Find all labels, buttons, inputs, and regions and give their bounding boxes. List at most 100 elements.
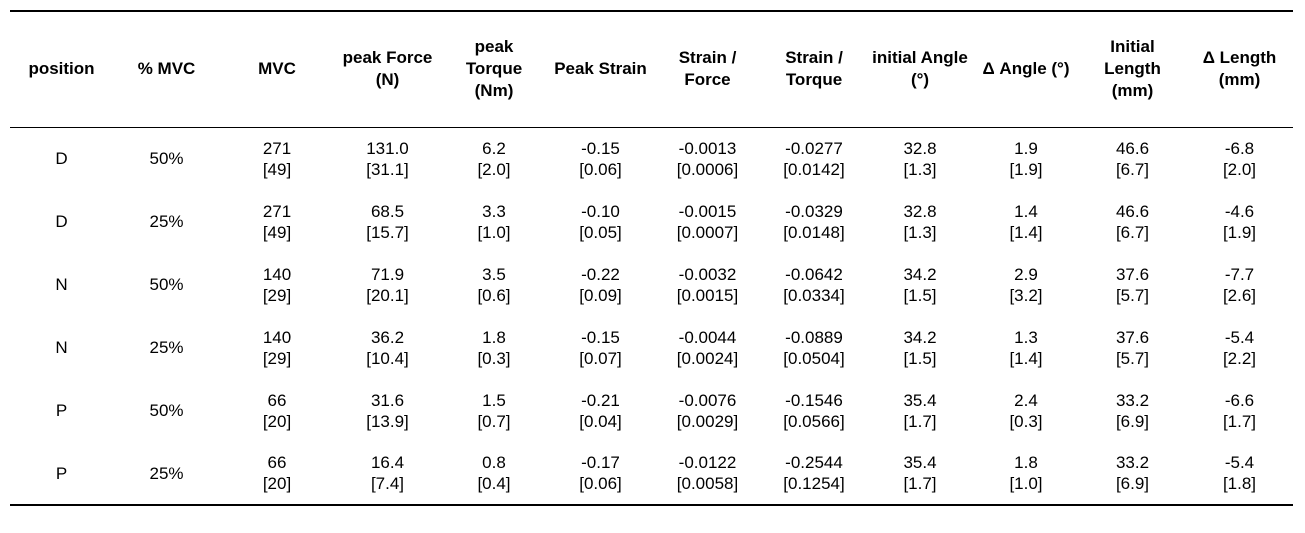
cell-mean: -4.6 — [1224, 201, 1255, 221]
cell-sd: [1.7] — [903, 474, 937, 493]
cell-sd: [0.06] — [579, 474, 622, 493]
results-table-container: position % MVC MVC peak Force (N) peak T… — [10, 10, 1293, 506]
table-row-d-50: D 50% 271 [49] 131.0 [31.1] 6.2 [2.0] -0.15… — [10, 127, 1293, 190]
cell-mean: -0.21 — [581, 390, 620, 410]
cell-sd: [2.0] — [1222, 159, 1257, 179]
cell-mean: 1.4 — [1014, 201, 1038, 221]
cell-sd: [0.0504] — [783, 348, 845, 368]
cell-pct-mvc: 50% — [149, 401, 184, 420]
cell-mean: 3.3 — [482, 201, 506, 221]
cell-delta-length: -6.8 [2.0] — [1186, 127, 1293, 190]
cell-mean: -0.2544 — [785, 453, 843, 472]
cell-strain-torque: -0.0889 [0.0504] — [761, 316, 867, 379]
cell-delta-angle: 2.4 [0.3] — [973, 379, 1079, 442]
cell-mean: -0.0889 — [785, 327, 843, 347]
cell-sd: [1.4] — [1009, 348, 1043, 368]
cell-peak-force: 131.0 [31.1] — [334, 127, 441, 190]
cell-sd: [1.3] — [903, 159, 937, 179]
cell-mean: 3.5 — [482, 264, 506, 284]
cell-sd: [31.1] — [366, 159, 409, 179]
cell-initial-length: 33.2 [6.9] — [1079, 442, 1186, 505]
cell-peak-force: 31.6 [13.9] — [334, 379, 441, 442]
cell-peak-force: 68.5 [15.7] — [334, 190, 441, 253]
header-row: position % MVC MVC peak Force (N) peak T… — [10, 11, 1293, 127]
cell-sd: [5.7] — [1115, 285, 1150, 305]
cell-sd: [0.7] — [477, 411, 511, 431]
cell-pct-mvc: 50% — [149, 149, 184, 169]
cell-mean: 31.6 — [370, 390, 405, 410]
col-header-pct-mvc: % MVC — [137, 59, 196, 79]
cell-sd: [1.3] — [903, 222, 937, 242]
cell-sd: [0.3] — [477, 348, 511, 368]
cell-mean: 1.8 — [1014, 453, 1038, 472]
cell-mean: -0.0032 — [678, 264, 737, 284]
cell-sd: [15.7] — [366, 222, 409, 242]
cell-sd: [0.0148] — [783, 222, 845, 242]
cell-mean: -7.7 — [1224, 264, 1255, 284]
cell-mean: -6.6 — [1224, 390, 1255, 410]
cell-peak-force: 71.9 [20.1] — [334, 253, 441, 316]
cell-mean: 66 — [267, 453, 287, 472]
col-header-initial-length: Initial Length (mm) — [1104, 37, 1161, 101]
cell-peak-strain: -0.22 [0.09] — [547, 253, 654, 316]
cell-mean: 37.6 — [1115, 327, 1150, 347]
cell-sd: [49] — [262, 222, 292, 242]
cell-initial-length: 37.6 [5.7] — [1079, 316, 1186, 379]
cell-mean: 0.8 — [482, 453, 506, 472]
cell-mean: -0.0015 — [678, 201, 737, 221]
cell-mean: 1.3 — [1014, 327, 1038, 347]
table-row-n-50: N 50% 140 [29] 71.9 [20.1] 3.5 [0.6] -0.22[… — [10, 253, 1293, 316]
cell-position: P — [55, 401, 68, 420]
cell-peak-torque: 0.8 [0.4] — [441, 442, 547, 505]
cell-mean: 35.4 — [903, 390, 937, 410]
cell-sd: [7.4] — [370, 474, 405, 493]
cell-peak-force: 36.2 [10.4] — [334, 316, 441, 379]
cell-sd: [6.9] — [1115, 411, 1150, 431]
cell-mean: 32.8 — [903, 138, 937, 158]
cell-position: N — [55, 338, 68, 357]
cell-initial-angle: 35.4 [1.7] — [867, 442, 973, 505]
col-header-strain-torque: Strain / Torque — [785, 48, 843, 90]
cell-mean: -0.17 — [581, 453, 620, 472]
col-header-strain-force: Strain / Force — [678, 48, 737, 90]
cell-mean: 271 — [262, 201, 292, 221]
cell-mean: 271 — [262, 138, 292, 158]
cell-sd: [0.06] — [579, 159, 622, 179]
cell-sd: [0.0007] — [676, 222, 739, 242]
cell-strain-force: -0.0122 [0.0058] — [654, 442, 761, 505]
cell-peak-strain: -0.15 [0.07] — [547, 316, 654, 379]
cell-sd: [29] — [262, 285, 292, 305]
cell-sd: [20.1] — [366, 285, 409, 305]
cell-sd: [1.9] — [1222, 222, 1257, 242]
cell-sd: [1.7] — [1222, 411, 1257, 431]
cell-delta-angle: 1.4 [1.4] — [973, 190, 1079, 253]
cell-sd: [1.5] — [903, 348, 937, 368]
cell-sd: [0.1254] — [783, 474, 845, 493]
cell-position: P — [55, 463, 68, 483]
cell-mean: 131.0 — [366, 138, 409, 158]
cell-mean: 16.4 — [370, 453, 405, 472]
cell-sd: [0.0058] — [676, 474, 739, 493]
cell-mean: 140 — [262, 327, 292, 347]
cell-peak-strain: -0.17 [0.06] — [547, 442, 654, 505]
cell-sd: [1.7] — [903, 411, 937, 431]
cell-sd: [6.9] — [1115, 474, 1150, 493]
cell-sd: [49] — [262, 159, 292, 179]
cell-mean: -0.0642 — [785, 264, 843, 284]
cell-strain-force: -0.0015 [0.0007] — [654, 190, 761, 253]
cell-mean: -0.0076 — [678, 390, 737, 410]
cell-sd: [0.0029] — [676, 411, 739, 431]
cell-mean: 34.2 — [903, 327, 937, 347]
cell-mean: 2.9 — [1014, 264, 1038, 284]
cell-delta-length: -5.4 [1.8] — [1186, 442, 1293, 505]
cell-strain-force: -0.0032 [0.0015] — [654, 253, 761, 316]
cell-mean: 2.4 — [1014, 390, 1038, 410]
cell-mean: 46.6 — [1115, 201, 1150, 221]
cell-position: D — [55, 149, 68, 169]
cell-strain-force: -0.0044 [0.0024] — [654, 316, 761, 379]
cell-mvc: 66 [20] — [220, 379, 334, 442]
cell-initial-angle: 34.2 [1.5] — [867, 253, 973, 316]
cell-delta-angle: 1.3 [1.4] — [973, 316, 1079, 379]
cell-sd: [0.0142] — [783, 159, 845, 179]
col-header-peak-force: peak Force (N) — [342, 48, 433, 90]
